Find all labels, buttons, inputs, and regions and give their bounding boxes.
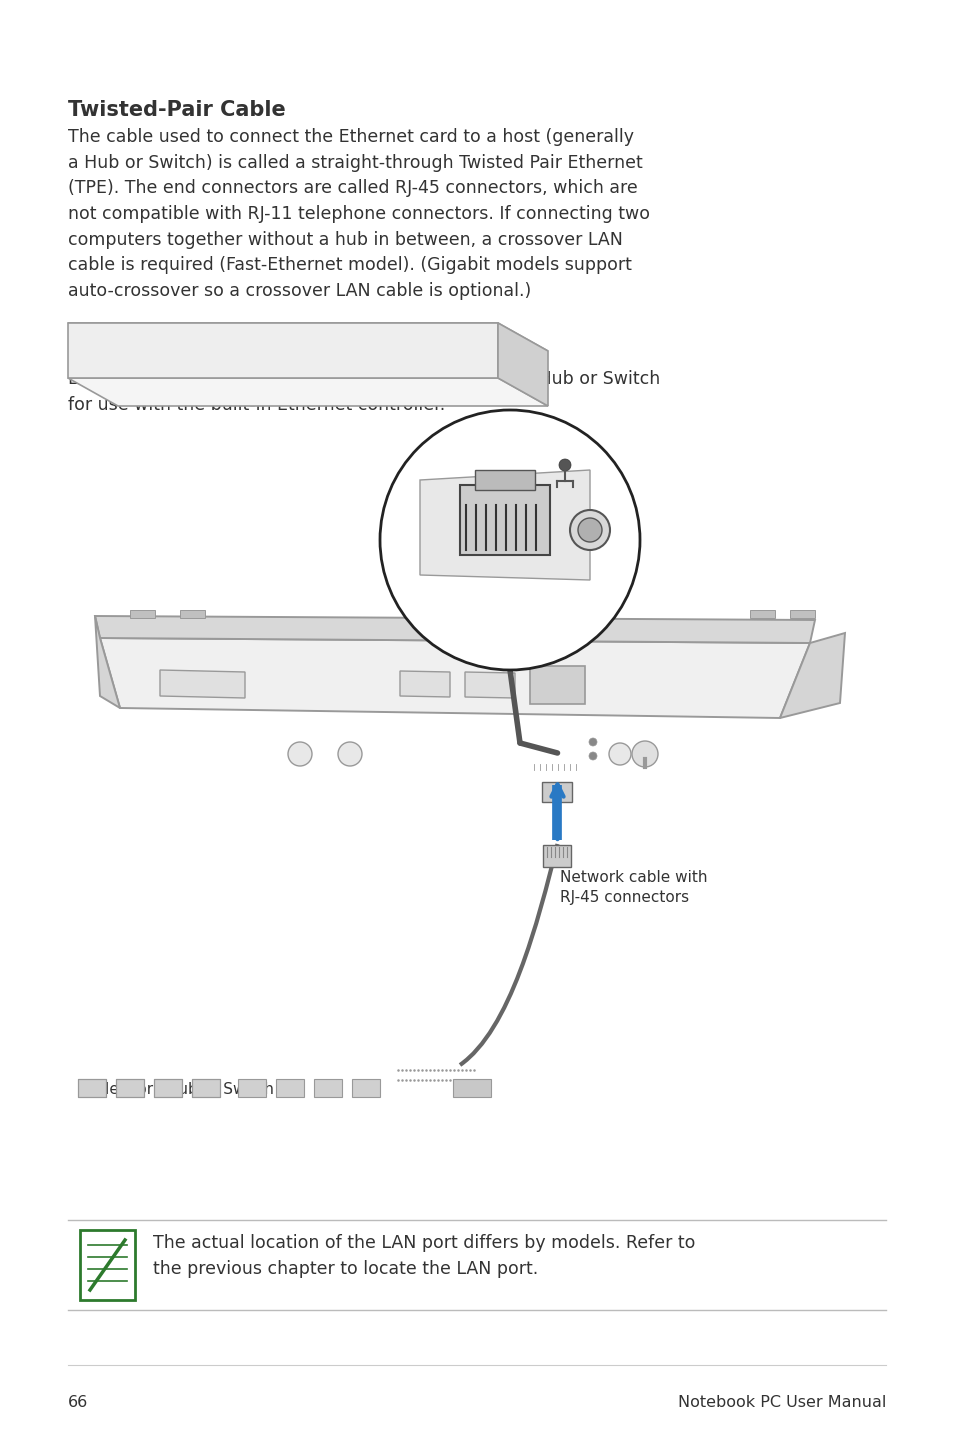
Polygon shape [95, 615, 120, 707]
Polygon shape [464, 672, 515, 697]
Polygon shape [180, 610, 205, 618]
Circle shape [588, 738, 597, 746]
Text: The actual location of the LAN port differs by models. Refer to
the previous cha: The actual location of the LAN port diff… [152, 1234, 695, 1278]
Text: Example of the Notebook PC connected to a Network Hub or Switch
for use with the: Example of the Notebook PC connected to … [68, 370, 659, 414]
Circle shape [631, 741, 658, 766]
Bar [78, 1078, 106, 1097]
Text: Twisted-Pair Cable: Twisted-Pair Cable [68, 101, 286, 119]
Bar [192, 1078, 220, 1097]
Polygon shape [68, 324, 547, 351]
Polygon shape [95, 615, 814, 643]
Bar [153, 1078, 182, 1097]
Bar [543, 846, 571, 867]
Bar [80, 1229, 135, 1300]
Polygon shape [419, 470, 589, 580]
Polygon shape [497, 324, 547, 406]
Polygon shape [780, 633, 844, 718]
Polygon shape [68, 324, 497, 378]
Text: Network cable with
RJ-45 connectors: Network cable with RJ-45 connectors [559, 870, 707, 905]
Polygon shape [160, 670, 245, 697]
Circle shape [588, 752, 597, 761]
Circle shape [608, 743, 630, 765]
Polygon shape [399, 672, 450, 697]
Bar [78, 1078, 106, 1097]
Text: 66: 66 [68, 1395, 89, 1411]
Bar [453, 1078, 491, 1097]
Bar [116, 1078, 144, 1097]
Circle shape [578, 518, 601, 542]
Circle shape [288, 742, 312, 766]
Text: The cable used to connect the Ethernet card to a host (generally
a Hub or Switch: The cable used to connect the Ethernet c… [68, 128, 649, 301]
Polygon shape [749, 610, 774, 618]
Bar [314, 1078, 341, 1097]
Polygon shape [68, 378, 547, 406]
Polygon shape [100, 638, 809, 718]
Polygon shape [475, 470, 535, 490]
Circle shape [379, 410, 639, 670]
Bar [459, 485, 550, 555]
Bar [192, 1078, 220, 1097]
Bar [352, 1078, 379, 1097]
Bar [275, 1078, 304, 1097]
Text: Notebook PC User Manual: Notebook PC User Manual [677, 1395, 885, 1411]
Circle shape [337, 742, 361, 766]
Text: Network Hub or Switch: Network Hub or Switch [98, 1083, 274, 1097]
Circle shape [558, 459, 571, 472]
Bar [153, 1078, 182, 1097]
Polygon shape [530, 666, 584, 705]
Polygon shape [130, 610, 154, 618]
Bar [116, 1078, 144, 1097]
Polygon shape [789, 610, 814, 618]
Bar [237, 1078, 266, 1097]
Circle shape [569, 510, 609, 549]
Bar [542, 782, 572, 802]
